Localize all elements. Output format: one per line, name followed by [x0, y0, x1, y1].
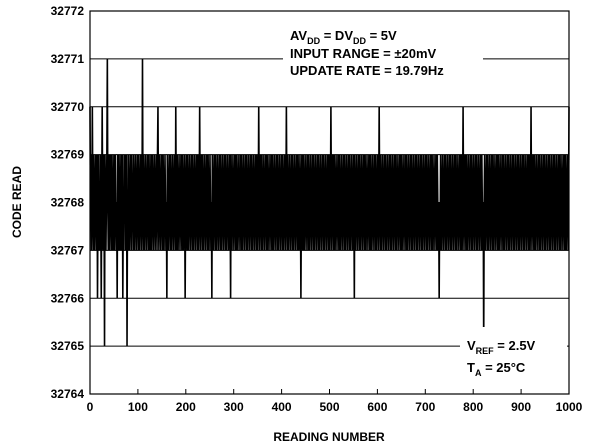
plot-frame	[89, 10, 570, 395]
y-axis-label: CODE READ	[10, 166, 24, 238]
annotation-bottom: VREF = 2.5V TA = 25°C	[467, 338, 536, 378]
x-tick-label: 500	[319, 400, 339, 414]
y-tick-label: 32766	[51, 291, 85, 305]
annotation-temperature: TA = 25°C	[467, 360, 526, 378]
x-tick-label: 900	[511, 400, 531, 414]
y-tick-label: 32764	[51, 387, 85, 401]
x-tick-label: 200	[176, 400, 196, 414]
x-tick-label: 100	[128, 400, 148, 414]
y-tick-label: 32767	[51, 243, 85, 257]
annotation-update-rate: UPDATE RATE = 19.79Hz	[290, 63, 444, 78]
y-tick-label: 32769	[51, 148, 85, 162]
annotation-top: AVDD = DVDD = 5V INPUT RANGE = ±20mV UPD…	[290, 28, 444, 78]
conditions-box-bottom	[460, 327, 567, 387]
y-tick-label: 32765	[51, 339, 85, 353]
y-tick-label: 32771	[51, 52, 85, 66]
x-axis-label: READING NUMBER	[273, 430, 385, 444]
y-tick-label: 32772	[51, 4, 85, 18]
series-line-code-read	[89, 58, 570, 347]
conditions-box-top	[283, 20, 483, 86]
x-tick-label: 700	[415, 400, 435, 414]
y-tick-label: 32770	[51, 100, 85, 114]
x-tick-label: 600	[367, 400, 387, 414]
annotation-supply-voltage: AVDD = DVDD = 5V	[290, 28, 397, 46]
x-tick-label: 400	[272, 400, 292, 414]
annotation-input-range: INPUT RANGE = ±20mV	[290, 46, 437, 61]
annotation-vref: VREF = 2.5V	[467, 338, 536, 356]
x-tick-label: 800	[463, 400, 483, 414]
y-tick-labels: 32764 32765 32766 32767 32768 32769 32770 32771…	[51, 4, 85, 401]
y-tick-label: 32768	[51, 196, 85, 210]
x-tick-label: 300	[224, 400, 244, 414]
x-tick-label: 1000	[556, 400, 583, 414]
x-tick-labels: 0 100 200 300 400 500 600 700 800 900 1000	[87, 400, 583, 414]
x-tick-label: 0	[87, 400, 94, 414]
